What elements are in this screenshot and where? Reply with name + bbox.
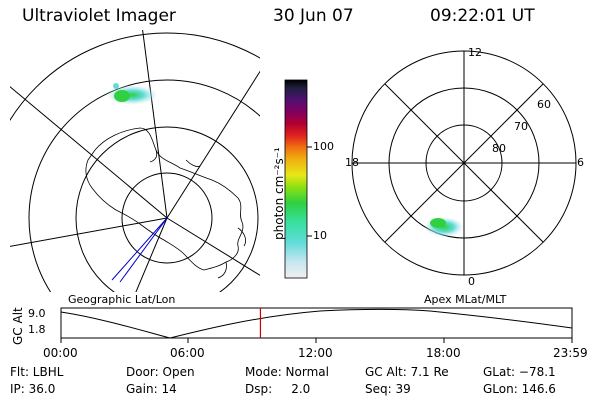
mlt-label-12: 12 <box>468 46 482 59</box>
info-door: Door: Open <box>126 365 195 379</box>
info-seq: Seq: 39 <box>365 382 411 396</box>
lat-circle-outermost <box>10 32 260 122</box>
observation-date: 30 Jun 07 <box>273 6 354 26</box>
meridian-6 <box>10 217 168 247</box>
observation-time: 09:22:01 UT <box>430 6 535 26</box>
aurora-core-left <box>114 90 130 102</box>
info-gc-alt: GC Alt: 7.1 Re <box>365 365 449 379</box>
timeline-frame <box>60 307 573 339</box>
mlt-label-0: 0 <box>468 275 475 288</box>
aurora-core-right <box>430 218 446 228</box>
mlat-label-60: 60 <box>537 98 551 111</box>
meridian-2 <box>142 30 168 219</box>
lat-circle-outer <box>28 79 260 292</box>
sensor-track-2 <box>119 217 168 283</box>
mlt-label-18: 18 <box>345 156 359 169</box>
colorbar-tick-label-100: 100 <box>313 140 334 153</box>
coastline-detail <box>149 149 246 279</box>
meridian-3 <box>166 70 260 219</box>
antarctica-coastline <box>85 127 244 271</box>
timeline-x-tick-0600: 06:00 <box>170 346 205 360</box>
timeline-x-tick-1800: 18:00 <box>426 346 461 360</box>
info-glat: GLat: −78.1 <box>483 365 556 379</box>
left-map-caption: Geographic Lat/Lon <box>68 293 176 306</box>
info-gain: Gain: 14 <box>126 382 177 396</box>
info-ip: IP: 36.0 <box>10 382 56 396</box>
lat-circle-mid <box>75 126 259 292</box>
mlat-label-70: 70 <box>514 120 528 133</box>
timeline-x-tick-1200: 12:00 <box>298 346 333 360</box>
info-mode: Mode: Normal <box>245 365 329 379</box>
info-glon: GLon: 146.6 <box>483 382 556 396</box>
altitude-curve <box>60 309 573 339</box>
aurora-spot-left <box>113 83 119 89</box>
info-dsp: Dsp: 2.0 <box>245 382 311 396</box>
mlat-label-80: 80 <box>492 142 506 155</box>
colorbar-gradient <box>284 79 308 279</box>
info-filter: Flt: LBHL <box>10 365 64 379</box>
mlt-label-6: 6 <box>577 156 584 169</box>
mlt-line-diag-2 <box>384 83 544 243</box>
timeline-y-label: GC Alt <box>11 307 25 345</box>
sensor-track <box>111 217 168 281</box>
right-map-caption: Apex MLat/MLT <box>424 293 507 306</box>
meridian-5 <box>135 217 168 292</box>
timeline-x-tick-2359: 23:59 <box>553 346 588 360</box>
colorbar-tick-label-10: 10 <box>313 229 327 242</box>
meridian-1 <box>10 86 168 219</box>
instrument-title: Ultraviolet Imager <box>22 6 176 26</box>
timeline-y-tick-top: 9.0 <box>28 307 46 320</box>
timeline-y-tick-bottom: 1.8 <box>28 323 46 336</box>
meridian-4 <box>166 217 260 276</box>
timeline-x-tick-0000: 00:00 <box>43 346 78 360</box>
lat-circle-inner <box>121 172 213 264</box>
